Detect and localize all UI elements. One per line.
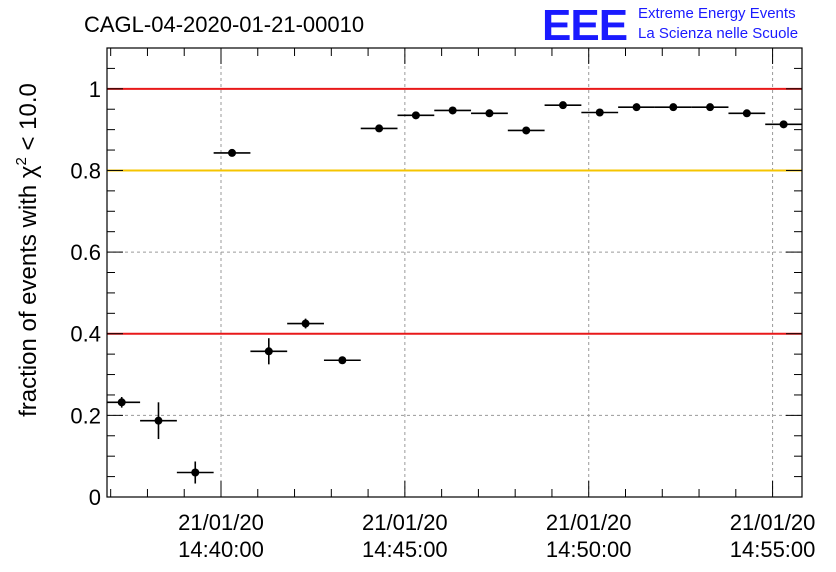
x-tick-time: 14:45:00	[362, 537, 448, 562]
data-point	[742, 109, 751, 118]
data-point	[375, 124, 384, 133]
x-tick-time: 14:40:00	[178, 537, 264, 562]
data-point	[669, 103, 678, 112]
y-tick-label: 0.8	[70, 158, 101, 183]
data-point	[632, 103, 641, 112]
y-tick-label: 0.2	[70, 403, 101, 428]
y-axis-label-sup: 2	[13, 157, 30, 165]
data-point	[485, 109, 494, 118]
y-tick-label: 0	[89, 485, 101, 510]
data-point	[522, 126, 531, 135]
data-points	[107, 101, 802, 484]
data-point	[448, 106, 457, 115]
y-tick-label: 1	[89, 77, 101, 102]
x-tick-time: 14:55:00	[730, 537, 816, 562]
data-point	[228, 148, 237, 157]
y-axis-label-main: fraction of events with χ	[15, 165, 42, 417]
data-point	[154, 416, 163, 425]
data-point	[411, 111, 420, 120]
reference-lines	[107, 87, 802, 335]
x-tick-time: 14:50:00	[546, 537, 632, 562]
data-point	[779, 120, 788, 129]
data-point	[117, 398, 126, 407]
eee-logo: EEE Extreme Energy Events La Scienza nel…	[542, 1, 798, 50]
axes: 00.20.40.60.8121/01/2014:40:0021/01/2014…	[70, 47, 816, 562]
data-point	[264, 347, 273, 356]
x-tick-date: 21/01/20	[362, 510, 448, 535]
logo-letters: EEE	[542, 1, 627, 50]
logo-line2: La Scienza nelle Scuole	[638, 25, 798, 42]
data-point	[706, 103, 715, 112]
y-tick-label: 0.4	[70, 322, 101, 347]
y-tick-label: 0.6	[70, 240, 101, 265]
data-point	[301, 319, 310, 328]
y-axis-label: fraction of events with χ2 < 10.0	[13, 83, 42, 417]
grid-layer	[107, 48, 802, 497]
data-point	[338, 356, 347, 365]
chart-title: CAGL-04-2020-01-21-00010	[84, 12, 364, 37]
data-point	[558, 101, 567, 110]
x-tick-date: 21/01/20	[546, 510, 632, 535]
x-tick-date: 21/01/20	[730, 510, 816, 535]
plot-frame	[106, 47, 803, 498]
x-tick-date: 21/01/20	[178, 510, 264, 535]
y-axis-label-tail: < 10.0	[15, 83, 42, 157]
data-point	[595, 108, 604, 117]
data-point	[191, 468, 200, 477]
logo-line1: Extreme Energy Events	[638, 5, 796, 22]
